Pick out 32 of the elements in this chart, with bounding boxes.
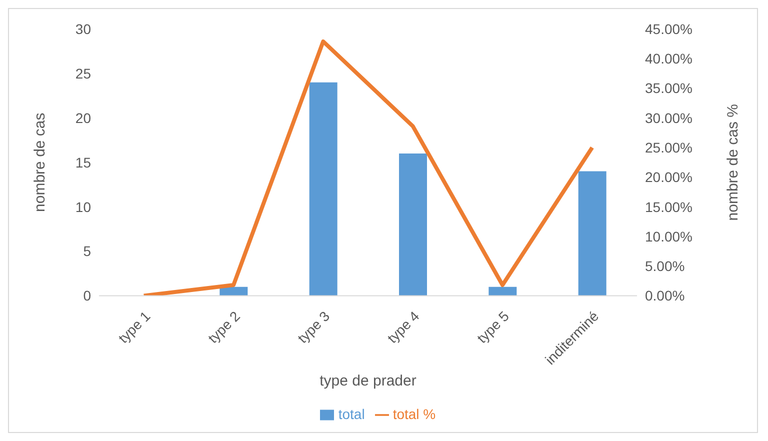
y2-tick-label: 0.00% bbox=[645, 288, 685, 304]
y2-tick-label: 45.00% bbox=[645, 20, 692, 37]
y2-axis-title: nombre de cas % bbox=[724, 104, 742, 221]
y2-tick-label: 25.00% bbox=[645, 140, 692, 156]
line-series bbox=[142, 39, 594, 296]
y-tick-label: 15 bbox=[75, 154, 92, 170]
y-tick-label: 0 bbox=[83, 288, 92, 304]
y-tick-label: 30 bbox=[75, 20, 92, 37]
y2-tick-label: 40.00% bbox=[645, 50, 692, 67]
y2-tick-label: 30.00% bbox=[645, 110, 692, 126]
bar bbox=[488, 286, 517, 296]
bar bbox=[578, 171, 606, 296]
x-tick-label: type 5 bbox=[474, 308, 512, 346]
x-tick-label: type 1 bbox=[115, 308, 154, 346]
y-axis-title: nombre de cas bbox=[31, 112, 48, 212]
legend-label: total % bbox=[392, 406, 436, 422]
y-tick-label: 25 bbox=[75, 65, 92, 82]
x-tick-label: type 4 bbox=[384, 308, 422, 346]
y2-tick-label: 20.00% bbox=[645, 169, 692, 186]
legend-label: total bbox=[338, 406, 365, 422]
bar bbox=[309, 82, 338, 296]
y2-tick-label: 5.00% bbox=[645, 258, 685, 274]
y2-tick-label: 15.00% bbox=[645, 198, 692, 215]
y-tick-label: 10 bbox=[75, 198, 92, 215]
bar bbox=[399, 153, 427, 296]
y2-tick-label: 10.00% bbox=[645, 228, 692, 244]
y2-tick-label: 35.00% bbox=[645, 80, 692, 96]
x-tick-label: type 3 bbox=[294, 308, 333, 346]
x-axis-title: type de prader bbox=[320, 372, 416, 390]
y-tick-label: 5 bbox=[83, 243, 92, 260]
y-tick-label: 20 bbox=[75, 110, 92, 126]
x-tick-label: type 2 bbox=[204, 308, 244, 346]
